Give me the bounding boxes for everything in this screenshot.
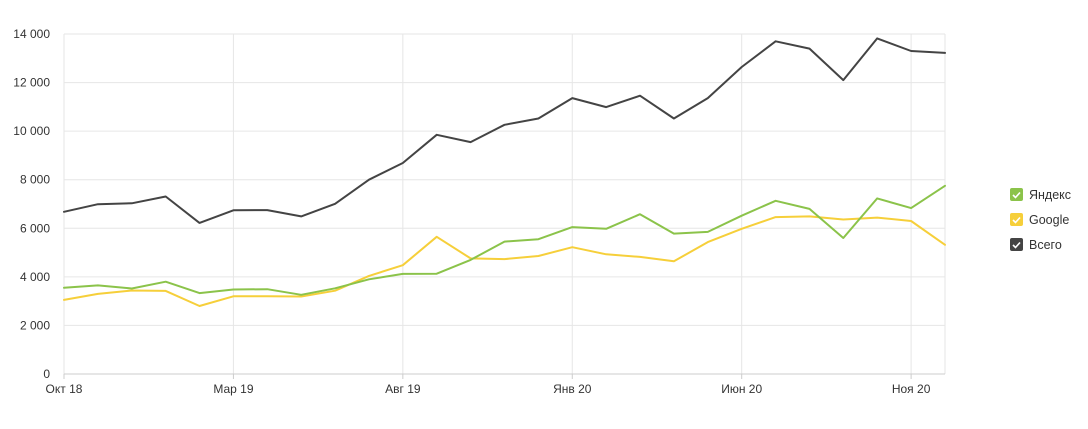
legend-item-google[interactable]: Google (1010, 207, 1071, 232)
x-tick-label: Мар 19 (213, 382, 253, 396)
legend-checkbox-total[interactable] (1010, 238, 1023, 251)
y-tick-label: 2 000 (20, 318, 50, 332)
grid (63, 33, 946, 375)
y-tick-label: 8 000 (20, 173, 50, 187)
y-tick-label: 4 000 (20, 270, 50, 284)
legend-label-yandex: Яндекс (1029, 187, 1072, 202)
y-tick-label: 12 000 (13, 76, 50, 90)
check-icon (1012, 191, 1021, 199)
check-icon (1012, 216, 1021, 224)
x-tick-label: Ноя 20 (892, 382, 931, 396)
axes: 0 2 000 4 000 6 000 8 000 10 000 12 000 14 000 О… (13, 27, 945, 396)
x-tick-label: Июн 20 (721, 382, 762, 396)
series-line-google (63, 215, 946, 307)
legend-item-total[interactable]: Всего (1010, 232, 1071, 257)
series-line-yandex (63, 184, 946, 296)
y-tick-label: 10 000 (13, 124, 50, 138)
legend-item-yandex[interactable]: Яндекс (1010, 182, 1071, 207)
check-icon (1012, 241, 1021, 249)
x-tick-label: Янв 20 (553, 382, 592, 396)
y-tick-label: 0 (43, 367, 50, 381)
x-tick-label: Авг 19 (385, 382, 421, 396)
series-line-total (63, 37, 946, 224)
legend-label-total: Всего (1029, 237, 1062, 252)
legend-label-google: Google (1029, 212, 1070, 227)
legend-checkbox-google[interactable] (1010, 213, 1023, 226)
y-tick-label: 6 000 (20, 221, 50, 235)
series-lines (63, 37, 946, 307)
x-tick-label: Окт 18 (46, 382, 83, 396)
legend-checkbox-yandex[interactable] (1010, 188, 1023, 201)
chart-legend: Яндекс Google Всего (1010, 182, 1071, 257)
y-tick-label: 14 000 (13, 27, 50, 41)
